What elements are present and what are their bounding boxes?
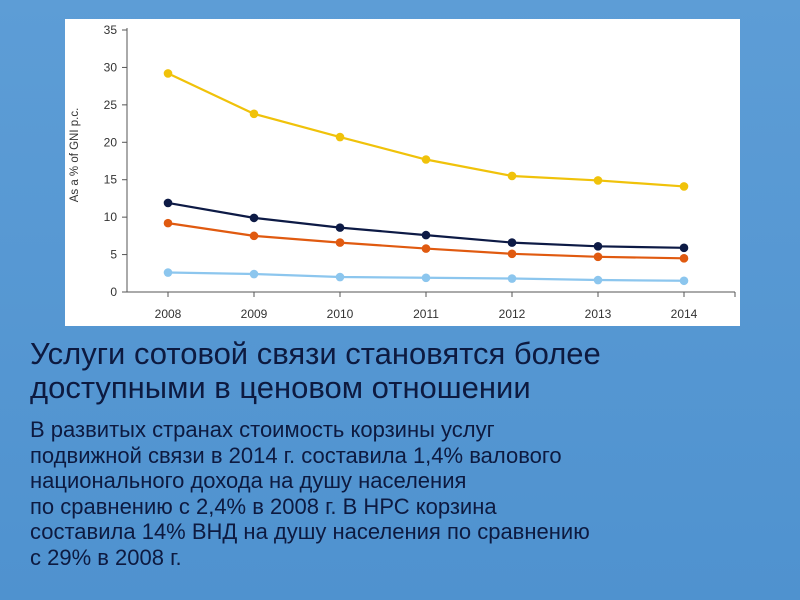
series-line: [166, 72, 686, 188]
data-point: [249, 109, 259, 119]
body-line: составила 14% ВНД на душу населения по с…: [30, 519, 590, 544]
data-point: [163, 268, 173, 277]
data-point: [593, 252, 603, 262]
data-point: [163, 218, 173, 228]
data-point: [507, 249, 517, 259]
x-tick-label: 2014: [671, 307, 698, 321]
x-tick-label: 2012: [499, 307, 526, 321]
data-point: [421, 230, 431, 240]
chart-axes: 0 5 10 15 20 25 30 35 2008 2009 2010 2011 2012 2013 20…: [69, 23, 736, 321]
body-line: подвижной связи в 2014 г. составила 1,4%…: [30, 442, 562, 468]
y-tick-label: 25: [104, 98, 118, 112]
data-point: [335, 238, 345, 247]
heading-line-2: доступными в ценовом отношении: [30, 370, 531, 405]
data-point: [593, 176, 603, 185]
data-point: [593, 275, 603, 285]
data-point: [507, 171, 517, 181]
x-tick-label: 2008: [155, 307, 182, 321]
data-point: [679, 243, 689, 253]
body-line: национального дохода на душу населения: [30, 468, 467, 493]
data-point: [163, 198, 173, 208]
data-point: [679, 182, 689, 191]
data-point: [679, 254, 689, 263]
chart-series: [163, 69, 689, 286]
series-line: [166, 222, 686, 260]
y-tick-label: 30: [104, 60, 118, 74]
data-point: [421, 273, 431, 283]
data-point: [593, 242, 603, 251]
data-point: [249, 269, 259, 279]
y-tick-label: 20: [104, 135, 118, 149]
series-0: [163, 69, 689, 191]
x-tick-label: 2009: [241, 307, 268, 321]
y-tick-label: 35: [104, 23, 118, 37]
series-2: [163, 218, 689, 263]
y-tick-label: 10: [104, 210, 118, 224]
data-point: [249, 213, 259, 223]
data-point: [679, 276, 689, 286]
data-point: [163, 69, 173, 78]
series-3: [163, 268, 689, 286]
data-point: [421, 155, 431, 164]
data-point: [335, 132, 345, 142]
body-line: В развитых странах стоимость корзины усл…: [30, 417, 495, 442]
x-tick-label: 2013: [585, 307, 612, 321]
data-point: [507, 274, 517, 283]
series-1: [163, 198, 689, 253]
data-point: [421, 244, 431, 253]
y-tick-label: 5: [110, 248, 117, 262]
series-line: [166, 201, 686, 249]
data-point: [249, 231, 259, 241]
data-point: [335, 223, 345, 232]
line-chart: 0 5 10 15 20 25 30 35 2008 2009 2010 2011 2012 2013 20…: [69, 23, 736, 321]
body-line: по сравнению с 2,4% в 2008 г. В НРС корз…: [30, 493, 497, 519]
data-point: [335, 272, 345, 282]
y-axis-title: As a % of GNI p.c.: [69, 108, 81, 203]
x-tick-label: 2011: [413, 307, 439, 321]
heading-line-1: Услуги сотовой связи становятся более: [30, 336, 601, 371]
slide-body-text: В развитых странах стоимость корзины усл…: [30, 417, 790, 570]
slide-heading: Услуги сотовой связи становятся более до…: [30, 337, 790, 405]
data-point: [507, 238, 517, 247]
y-tick-label: 0: [110, 285, 117, 299]
body-line: с 29% в 2008 г.: [30, 544, 182, 570]
chart-panel: 0 5 10 15 20 25 30 35 2008 2009 2010 2011 2012 2013 20…: [65, 19, 740, 326]
y-tick-label: 15: [104, 173, 118, 187]
x-tick-label: 2010: [327, 307, 354, 321]
